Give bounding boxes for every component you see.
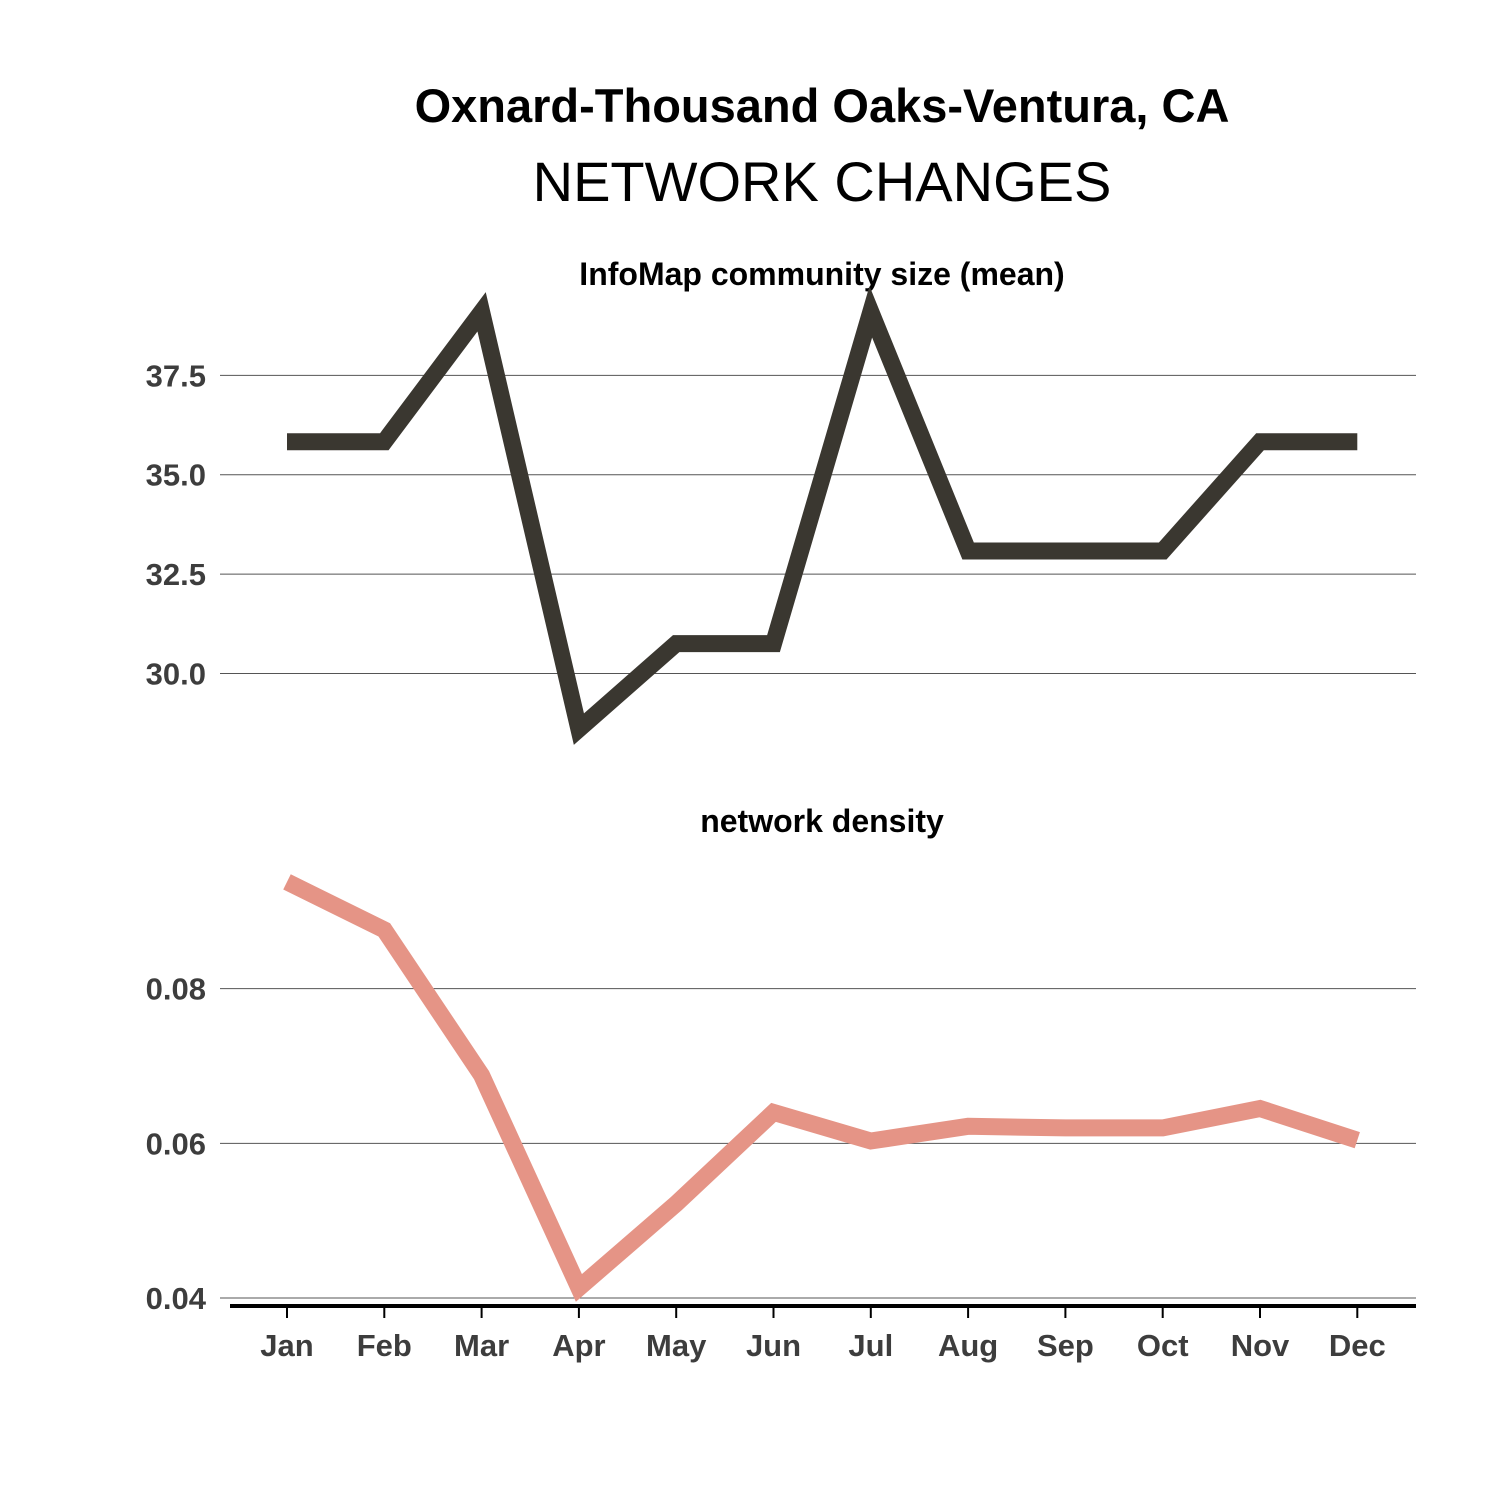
x-tick-label: Jan	[260, 1328, 313, 1363]
y-tick-label: 32.5	[146, 557, 206, 592]
x-tick-label: Sep	[1037, 1328, 1094, 1363]
panel-network-density: network density 0.04 0.06 0.08	[146, 803, 1416, 1316]
x-tick-label: Nov	[1231, 1328, 1290, 1363]
x-tick-label: Aug	[938, 1328, 998, 1363]
x-tick-label: Dec	[1329, 1328, 1386, 1363]
panel-title-community-size: InfoMap community size (mean)	[579, 256, 1064, 292]
chart-subtitle: NETWORK CHANGES	[533, 150, 1112, 213]
y-tick-label: 0.04	[146, 1281, 207, 1316]
panel-community-size: InfoMap community size (mean) 30.0 32.5 35…	[146, 256, 1416, 745]
x-axis: Jan Feb Mar Apr May Jun Jul Aug Sep Oct Nov Dec	[230, 1304, 1416, 1363]
x-tick-label: Apr	[552, 1328, 605, 1363]
x-axis-ticks: Jan Feb Mar Apr May Jun Jul Aug Sep Oct Nov Dec	[260, 1306, 1386, 1363]
x-tick-label: Mar	[454, 1328, 509, 1363]
gridlines-network-density	[220, 988, 1416, 1299]
y-tick-label: 35.0	[146, 458, 206, 493]
y-tick-label: 0.08	[146, 972, 206, 1007]
panel-title-network-density: network density	[700, 803, 944, 839]
x-tick-label: May	[646, 1328, 707, 1363]
y-tick-label: 30.0	[146, 656, 206, 691]
y-tick-label: 37.5	[146, 358, 206, 393]
chart-title: Oxnard-Thousand Oaks-Ventura, CA	[415, 79, 1230, 132]
series-line-community-size	[287, 286, 1358, 745]
x-tick-label: Oct	[1137, 1328, 1189, 1363]
series-line-network-density	[283, 874, 1360, 1302]
x-tick-label: Feb	[357, 1328, 412, 1363]
x-tick-label: Jul	[848, 1328, 893, 1363]
y-axis-network-density: 0.04 0.06 0.08	[146, 972, 207, 1316]
y-tick-label: 0.06	[146, 1126, 206, 1161]
y-axis-community-size: 30.0 32.5 35.0 37.5	[146, 358, 206, 691]
x-tick-label: Jun	[746, 1328, 801, 1363]
